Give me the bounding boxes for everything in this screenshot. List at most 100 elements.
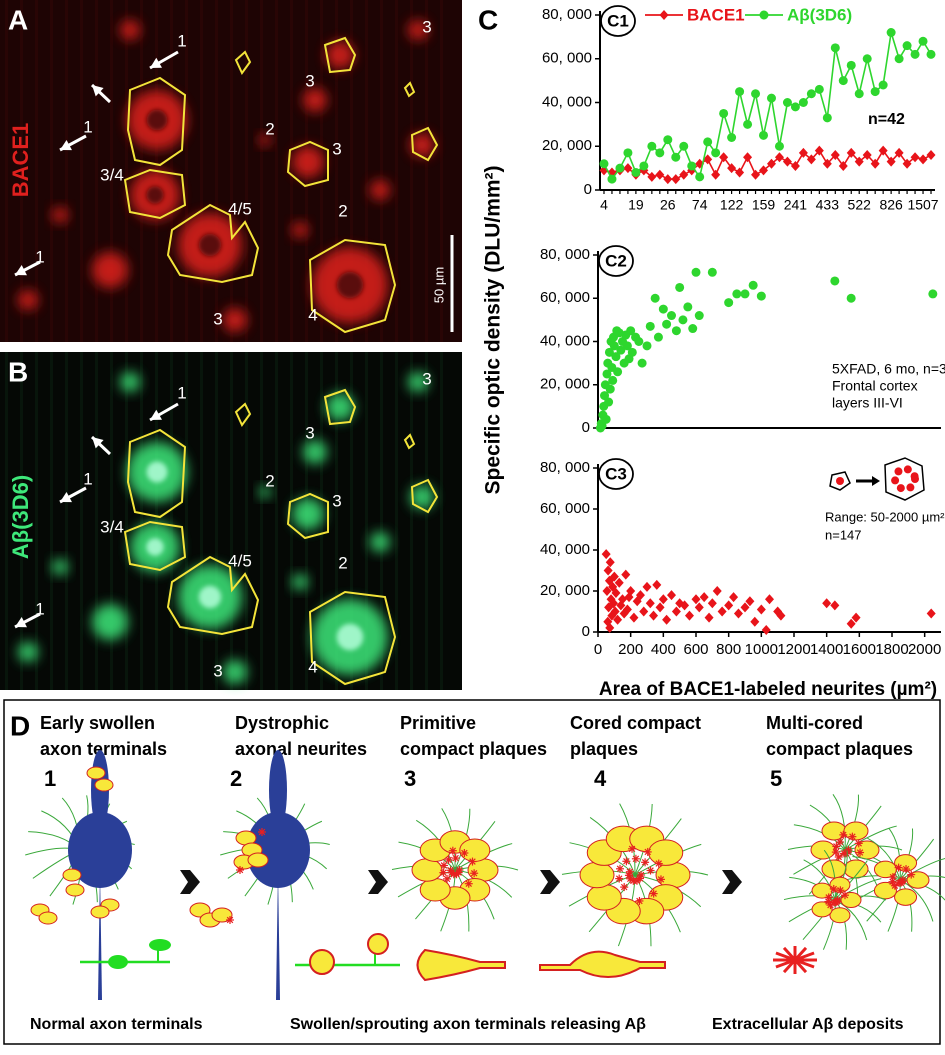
- normal-terminal: [108, 955, 128, 969]
- panel-label: C: [478, 4, 498, 35]
- swollen-terminal: [843, 821, 869, 841]
- data-point: [774, 141, 784, 151]
- data-point: [756, 604, 766, 615]
- x-tick-label: 0: [594, 641, 602, 658]
- stage-number: 5: [770, 766, 782, 791]
- data-point: [732, 289, 742, 299]
- abeta-deposit: [630, 877, 637, 885]
- data-point: [814, 84, 824, 94]
- data-point: [830, 276, 840, 286]
- abeta-deposit: [902, 865, 910, 873]
- plaque-outline: [126, 428, 187, 519]
- legend-label: Aβ(3D6): [787, 5, 852, 24]
- stage-title: compact plaques: [766, 739, 913, 759]
- neurite: [803, 859, 836, 901]
- background-streak: [185, 352, 188, 690]
- plaque-signal: [370, 532, 390, 552]
- data-point: [608, 375, 618, 385]
- chart-annotation: n=147: [825, 527, 862, 542]
- background-streak: [215, 0, 218, 342]
- abeta-deposit: [895, 864, 902, 871]
- data-point: [894, 54, 904, 64]
- y-tick-label: 20, 000: [542, 137, 592, 154]
- y-tick-label: 80, 000: [540, 246, 590, 263]
- data-point: [926, 49, 936, 59]
- data-point: [622, 604, 632, 615]
- data-point: [854, 89, 864, 99]
- data-point: [724, 298, 734, 308]
- legend-text: Extracellular Aβ deposits: [712, 1016, 904, 1033]
- x-tick-label: 1507: [907, 197, 938, 213]
- background-streak: [335, 352, 338, 690]
- data-point: [616, 345, 626, 355]
- background-streak: [185, 0, 188, 342]
- data-point: [733, 608, 743, 619]
- abeta-deposit: [616, 865, 624, 873]
- background-streak: [410, 352, 413, 690]
- data-point: [759, 165, 769, 176]
- data-point: [639, 161, 649, 171]
- plaque-signal: [52, 207, 68, 223]
- plaque-stage-label: 2: [265, 471, 274, 490]
- swollen-terminal: [810, 840, 836, 860]
- data-point: [711, 169, 721, 180]
- stage-arrow: [180, 870, 200, 894]
- background-streak: [260, 352, 263, 690]
- data-point: [790, 102, 800, 112]
- data-point: [615, 163, 625, 173]
- abeta-deposit: [443, 875, 451, 883]
- background-streak: [5, 352, 8, 690]
- data-point: [601, 414, 611, 424]
- y-tick-label: 80, 000: [542, 6, 592, 23]
- data-point: [627, 347, 637, 357]
- inset-dot: [836, 477, 844, 485]
- background-streak: [440, 0, 443, 342]
- plaque-signal: [408, 20, 428, 40]
- data-point: [622, 341, 632, 351]
- inset-dot: [906, 483, 915, 492]
- plaque-stage-label: 3: [332, 491, 341, 510]
- data-point: [684, 610, 694, 621]
- subpanel-label: C3: [605, 464, 627, 483]
- plaque-core: [146, 109, 168, 131]
- background-streak: [155, 352, 158, 690]
- plaque-outline: [410, 478, 439, 514]
- data-point: [707, 267, 717, 277]
- plaque-outline: [308, 238, 397, 334]
- abeta-deposit: [840, 831, 847, 839]
- swollen-legend-terminal: [309, 949, 335, 975]
- data-point: [830, 150, 840, 160]
- data-point: [798, 98, 808, 107]
- chart-annotation: n=42: [868, 111, 905, 128]
- plaque-stage-label: 2: [338, 553, 347, 572]
- data-point: [910, 49, 920, 59]
- neurite: [783, 895, 836, 901]
- plaque-signal: [370, 180, 390, 200]
- plaque-signal: [292, 222, 308, 238]
- normal-terminal: [149, 939, 171, 951]
- background-streak: [335, 0, 338, 342]
- abeta-deposit: [469, 858, 476, 865]
- inset-dot: [891, 476, 900, 485]
- neurite: [899, 875, 945, 881]
- stage-title: Cored compact: [570, 713, 701, 733]
- legend-deposit: [775, 951, 815, 969]
- x-axis-title: Area of BACE1-labeled neurites (µm²): [599, 679, 937, 700]
- data-point: [663, 135, 673, 145]
- data-point: [735, 87, 745, 97]
- panel-label: A: [8, 4, 28, 35]
- background-streak: [395, 0, 398, 342]
- x-tick-label: 26: [660, 197, 676, 213]
- x-tick-label: 4: [600, 197, 608, 213]
- neuron-axon: [276, 870, 280, 1000]
- abeta-deposit: [825, 894, 832, 901]
- data-point: [634, 337, 644, 346]
- plaque-stage-label: 3: [422, 17, 431, 36]
- abeta-deposit: [461, 849, 468, 857]
- data-point: [694, 311, 704, 321]
- abeta-deposit: [632, 855, 640, 863]
- background-streak: [125, 352, 128, 690]
- data-point: [637, 358, 647, 368]
- neurite: [899, 838, 935, 881]
- arrow-head: [60, 491, 72, 503]
